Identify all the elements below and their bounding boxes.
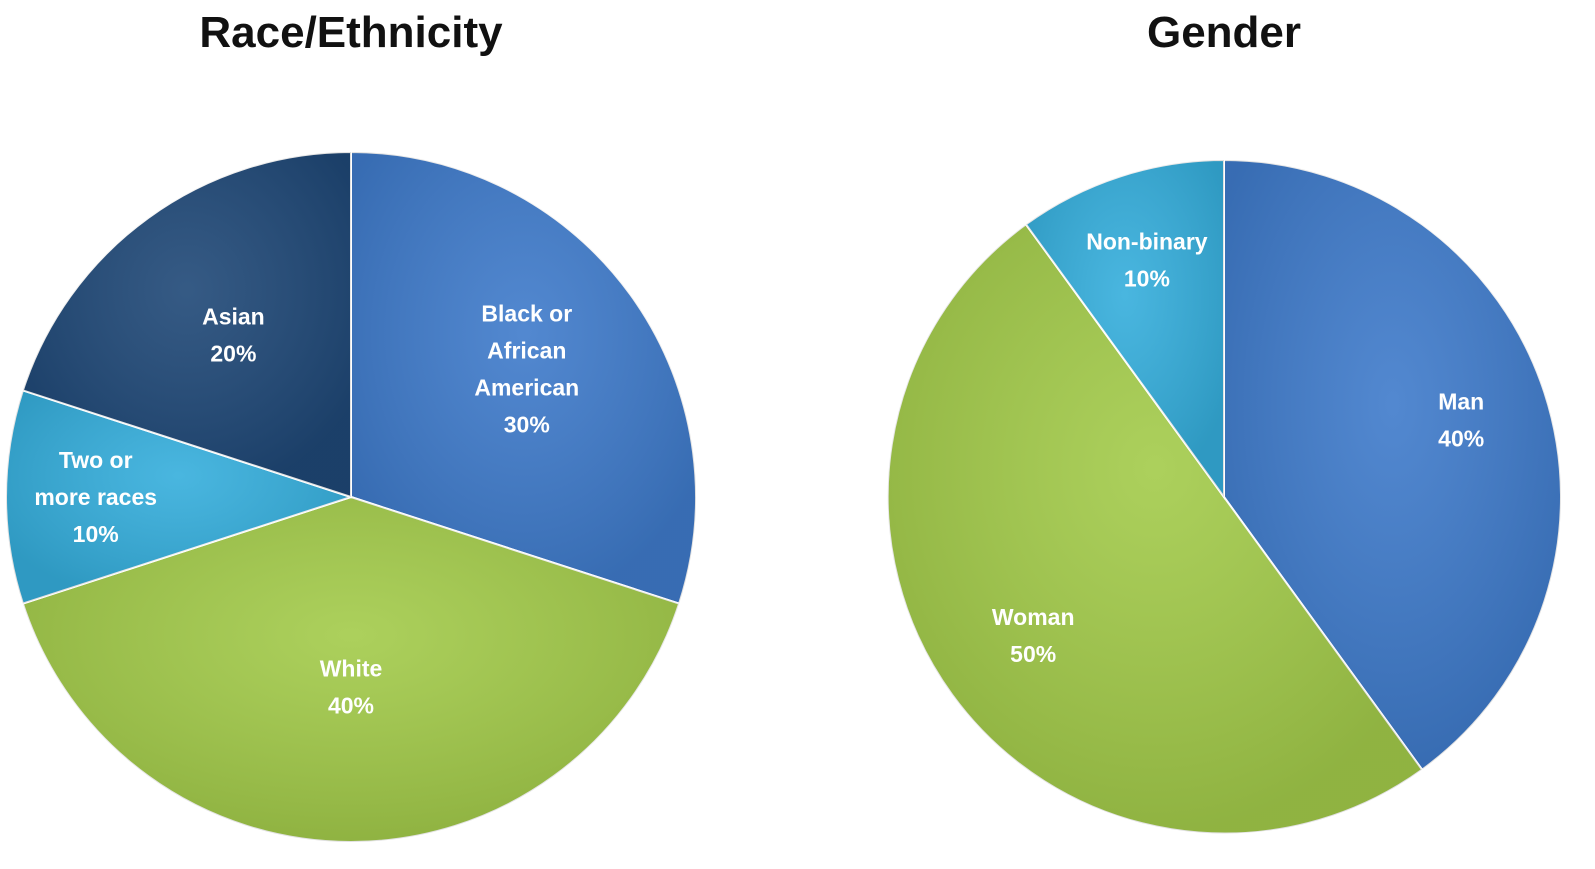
pie-slice-white-shading: [22, 497, 680, 842]
slice-label-line: Asian: [202, 304, 265, 330]
slice-percent: 40%: [328, 692, 374, 718]
race-ethnicity-pie-chart: Race/Ethnicity Black or African American 30…: [5, 8, 697, 843]
pie-slice-black-or-african-american-shading: [351, 152, 696, 604]
slice-label-line: more races: [34, 484, 157, 510]
slice-label-line: Two or: [59, 447, 133, 473]
slice-label-line: Non-binary: [1086, 228, 1208, 254]
slice-label-woman: Woman 50%: [992, 604, 1075, 667]
slice-label-line: Man: [1438, 388, 1484, 414]
slice-percent: 50%: [1010, 641, 1056, 667]
slice-label-line: African: [487, 338, 566, 364]
slice-percent: 30%: [504, 412, 550, 438]
slice-label-two-or-more-races: Two or more races 10%: [34, 447, 157, 547]
slice-percent: 20%: [210, 341, 256, 367]
slice-label-black-or-african-american: Black or African American 30%: [474, 301, 579, 438]
slice-label-white: White 40%: [320, 655, 383, 718]
pie-slices: [886, 158, 1562, 835]
pie-slices: [5, 150, 697, 843]
slice-percent: 10%: [1124, 265, 1170, 291]
chart-title: Gender: [1147, 8, 1301, 57]
pie-slice-woman-shading: [887, 224, 1423, 834]
slice-label-line: Woman: [992, 604, 1075, 630]
pie-slice-non-binary-shading: [1025, 160, 1224, 497]
pie-slice-asian-shading: [22, 151, 351, 497]
chart-title: Race/Ethnicity: [199, 8, 503, 57]
gender-pie-chart: Gender Man 40% Woman 50% Non-binary 10%: [886, 8, 1562, 835]
slice-percent: 40%: [1438, 425, 1484, 451]
pie-slice-man-shading: [1224, 160, 1561, 770]
slice-label-man: Man 40%: [1438, 388, 1484, 451]
pie-labels: Man 40% Woman 50% Non-binary 10%: [992, 228, 1484, 667]
pie-slice-two-or-more-races-shading: [6, 390, 352, 604]
slice-percent: 10%: [73, 521, 119, 547]
slice-label-non-binary: Non-binary 10%: [1086, 228, 1208, 291]
slice-label-line: American: [474, 375, 579, 401]
slice-label-asian: Asian 20%: [202, 304, 265, 367]
slice-label-line: White: [320, 655, 383, 681]
slice-label-line: Black or: [481, 301, 572, 327]
pie-labels: Black or African American 30% White 40% Two or…: [34, 301, 579, 719]
